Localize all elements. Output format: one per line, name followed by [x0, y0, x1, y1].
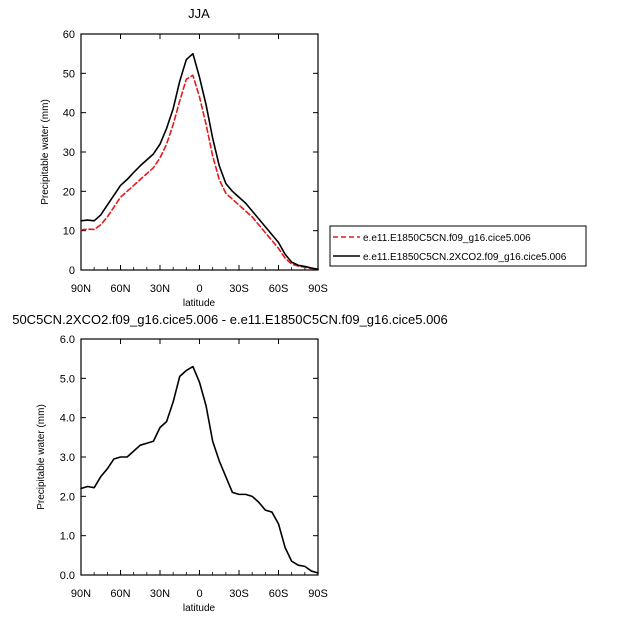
bottom-lines [80, 365, 319, 574]
bottom-y-tick-label: 0.0 [60, 570, 75, 582]
bottom-x-tick-label: 30S [229, 588, 249, 600]
top-ticks: 0 10 20 30 40 50 60 90N 60N 30N 0 30S 60S 90S [63, 29, 328, 295]
top-x-tick-label: 90S [308, 283, 328, 295]
top-lines [80, 52, 319, 271]
top-x-tick-label: 60N [110, 283, 130, 295]
bottom-x-tick-label: 60S [269, 588, 289, 600]
bottom-panel-title: 50C5CN.2XCO2.f09_g16.cice5.006 - e.e11.E… [12, 312, 448, 327]
top-y-axis-title: Precipitable water (mm) [40, 99, 51, 205]
top-y-tick-label: 30 [63, 147, 75, 159]
top-x-tick-label: 60S [269, 283, 289, 295]
bottom-y-tick-label: 5.0 [60, 373, 75, 385]
top-x-tick-label: 0 [196, 283, 202, 295]
legend-label-control: e.e11.E1850C5CN.f09_g16.cice5.006 [363, 233, 531, 244]
top-x-tick-label: 90N [71, 283, 91, 295]
top-x-axis-title: latitude [183, 298, 216, 309]
bottom-y-tick-label: 3.0 [60, 452, 75, 464]
top-panel: JJA 0 10 20 30 40 50 60 90N 60N 30N 0 30S 60S 90S lat… [40, 6, 328, 309]
bottom-x-tick-label: 30N [150, 588, 170, 600]
bottom-panel: 50C5CN.2XCO2.f09_g16.cice5.006 - e.e11.E… [12, 312, 448, 614]
legend-box [329, 225, 587, 267]
bottom-x-tick-label: 90S [308, 588, 328, 600]
bottom-y-axis-title: Precipitable water (mm) [36, 404, 47, 510]
bottom-x-tick-label: 0 [196, 588, 202, 600]
bottom-x-tick-label: 90N [71, 588, 91, 600]
bottom-x-tick-label: 60N [110, 588, 130, 600]
top-y-tick-label: 40 [63, 108, 75, 120]
top-y-tick-label: 50 [63, 68, 75, 80]
bottom-x-axis-title: latitude [183, 603, 216, 614]
bottom-y-tick-label: 4.0 [60, 413, 75, 425]
bottom-series-line-0 [80, 365, 319, 574]
top-x-tick-label: 30N [150, 283, 170, 295]
bottom-y-tick-label: 6.0 [60, 334, 75, 346]
top-y-tick-label: 0 [69, 265, 75, 277]
top-panel-title: JJA [188, 6, 210, 21]
bottom-y-tick-label: 2.0 [60, 491, 75, 503]
top-plot-frame [80, 33, 319, 271]
top-x-tick-label: 30S [229, 283, 249, 295]
bottom-y-tick-label: 1.0 [60, 531, 75, 543]
top-series-line-1 [80, 52, 319, 271]
legend: e.e11.E1850C5CN.f09_g16.cice5.006 e.e11.… [329, 225, 587, 267]
bottom-ticks: 0.0 1.0 2.0 3.0 4.0 5.0 6.0 90N 60N 30N 0 30S 60S 90S [60, 334, 328, 600]
top-y-tick-label: 10 [63, 226, 75, 238]
top-y-tick-label: 20 [63, 186, 75, 198]
top-y-tick-label: 60 [63, 29, 75, 41]
top-series-line-0 [80, 74, 319, 271]
legend-label-2xco2: e.e11.E1850C5CN.2XCO2.f09_g16.cice5.006 [363, 252, 567, 263]
